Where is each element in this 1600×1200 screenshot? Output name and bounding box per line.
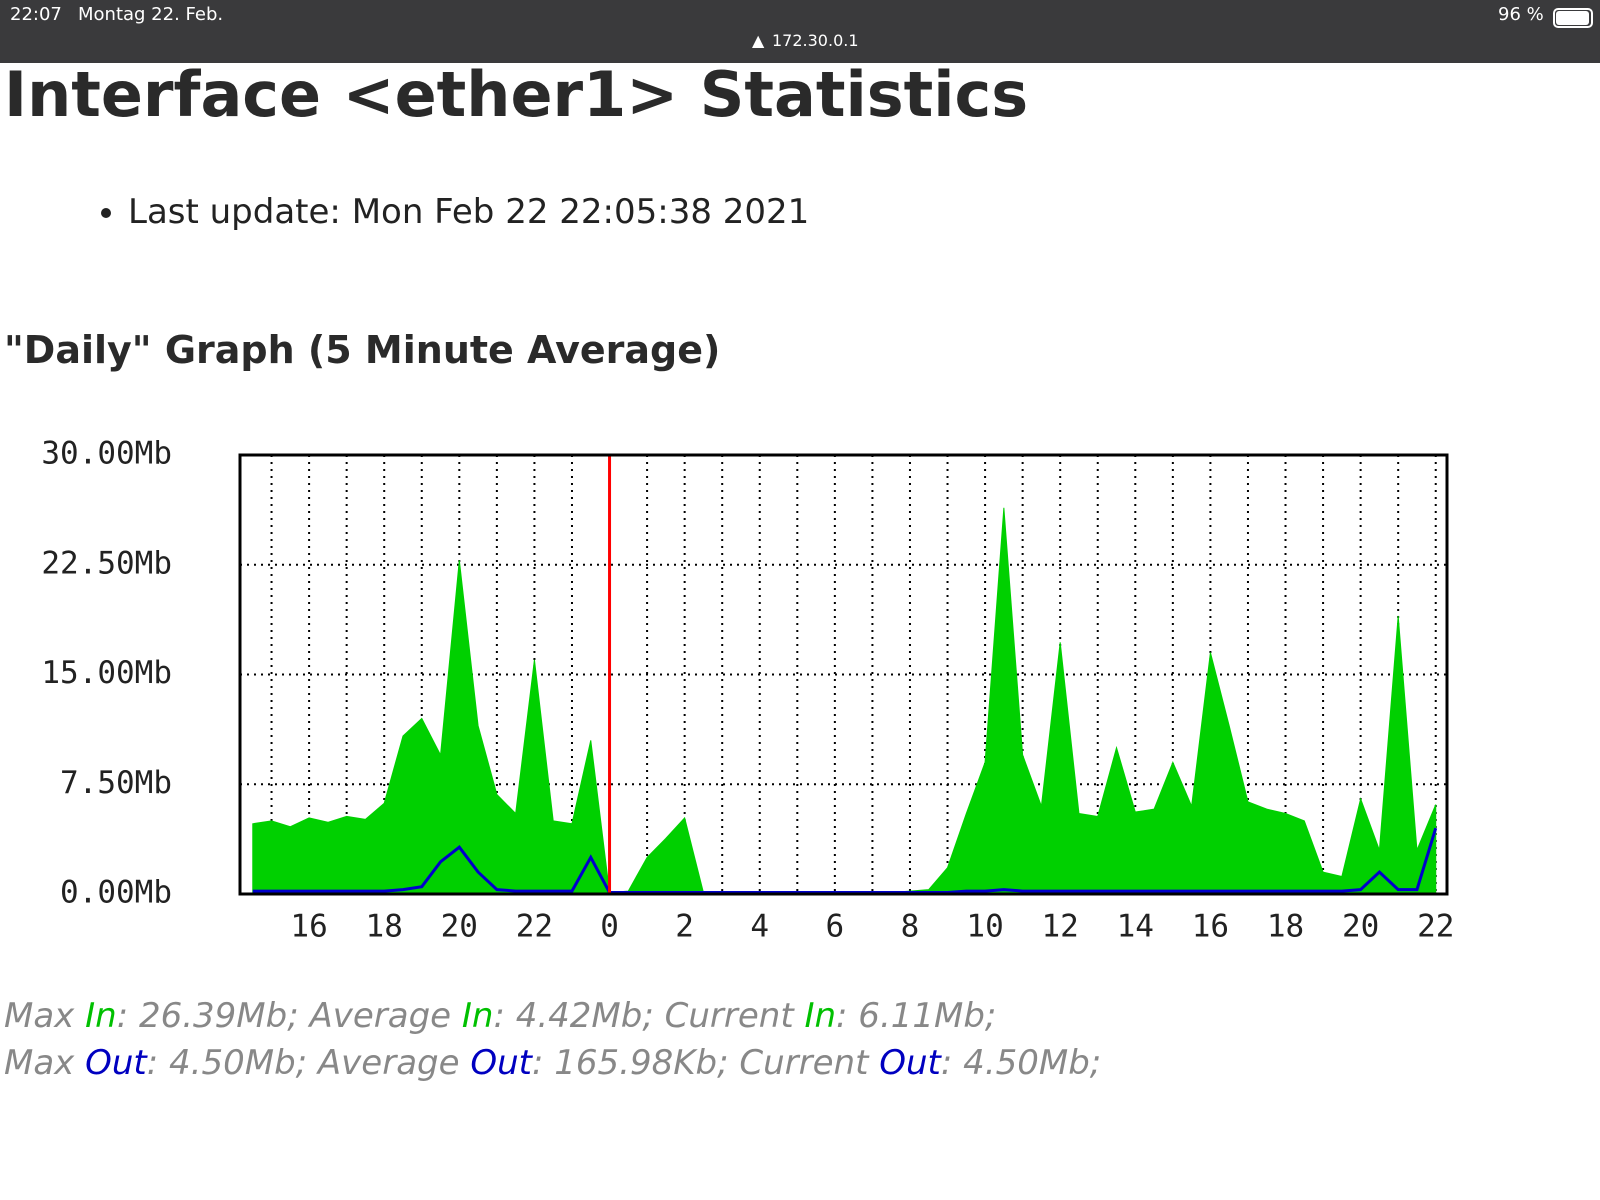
stat-text: Max	[4, 996, 86, 1036]
stat-text: : 4.50Mb;	[940, 1043, 1102, 1083]
x-tick-label: 4	[750, 909, 769, 945]
x-tick-label: 18	[1267, 909, 1304, 945]
x-tick-label: 18	[366, 909, 403, 945]
series-name: Out	[85, 1043, 147, 1083]
x-tick-label: 0	[600, 909, 619, 945]
y-tick-label: 30.00Mb	[41, 436, 172, 472]
x-tick-label: 16	[290, 909, 327, 945]
x-tick-label: 8	[901, 909, 920, 945]
stat-text: : 4.50Mb; Average	[146, 1043, 471, 1083]
stat-text: : 4.42Mb; Current	[493, 996, 805, 1036]
x-tick-label: 20	[1342, 909, 1379, 945]
x-tick-label: 10	[966, 909, 1003, 945]
date: Montag 22. Feb.	[78, 4, 224, 25]
url[interactable]: 172.30.0.1	[772, 31, 859, 50]
x-tick-label: 12	[1042, 909, 1079, 945]
stat-text: : 26.39Mb; Average	[116, 996, 462, 1036]
page-title: Interface <ether1> Statistics	[4, 58, 1029, 131]
x-tick-label: 16	[1192, 909, 1229, 945]
y-tick-label: 15.00Mb	[41, 655, 172, 691]
in-area	[252, 507, 1437, 895]
plot-frame	[238, 453, 1449, 896]
chart: 16 18 20 22 0 2 4 6 8 10 12 14 16 18 20 22 0.00Mb 7.50Mb 1…	[41, 436, 1454, 945]
x-tick-label: 6	[826, 909, 845, 945]
series-name: In	[804, 996, 837, 1036]
series-name: Out	[879, 1043, 941, 1083]
battery-icon	[1553, 8, 1593, 28]
info-list: Last update: Mon Feb 22 22:05:38 2021	[80, 192, 809, 232]
battery-level: 96 %	[1498, 4, 1544, 25]
series-name: In	[461, 996, 494, 1036]
last-update: Last update: Mon Feb 22 22:05:38 2021	[128, 192, 809, 232]
series-name: In	[85, 996, 117, 1036]
x-tick-label: 22	[1417, 909, 1454, 945]
y-tick-label: 0.00Mb	[60, 875, 172, 911]
x-tick-label: 2	[675, 909, 694, 945]
y-tick-label: 22.50Mb	[41, 545, 172, 581]
x-tick-label: 20	[441, 909, 478, 945]
status-bar: 22:07 Montag 22. Feb. ▲ 172.30.0.1 96 %	[0, 0, 1600, 63]
clock: 22:07	[10, 4, 62, 25]
in-stats: Max In: 26.39Mb; Average In: 4.42Mb; Cur…	[4, 996, 996, 1036]
y-tick-label: 7.50Mb	[60, 765, 172, 801]
x-tick-label: 22	[516, 909, 553, 945]
warning-icon: ▲	[752, 31, 765, 50]
series-name: Out	[470, 1043, 532, 1083]
stat-text: Max	[4, 1043, 86, 1083]
x-tick-label: 14	[1117, 909, 1154, 945]
out-stats: Max Out: 4.50Mb; Average Out: 165.98Kb; …	[4, 1043, 1101, 1083]
stat-text: : 165.98Kb; Current	[532, 1043, 880, 1083]
graph-heading: "Daily" Graph (5 Minute Average)	[4, 328, 721, 372]
stat-text: : 6.11Mb;	[836, 996, 997, 1036]
